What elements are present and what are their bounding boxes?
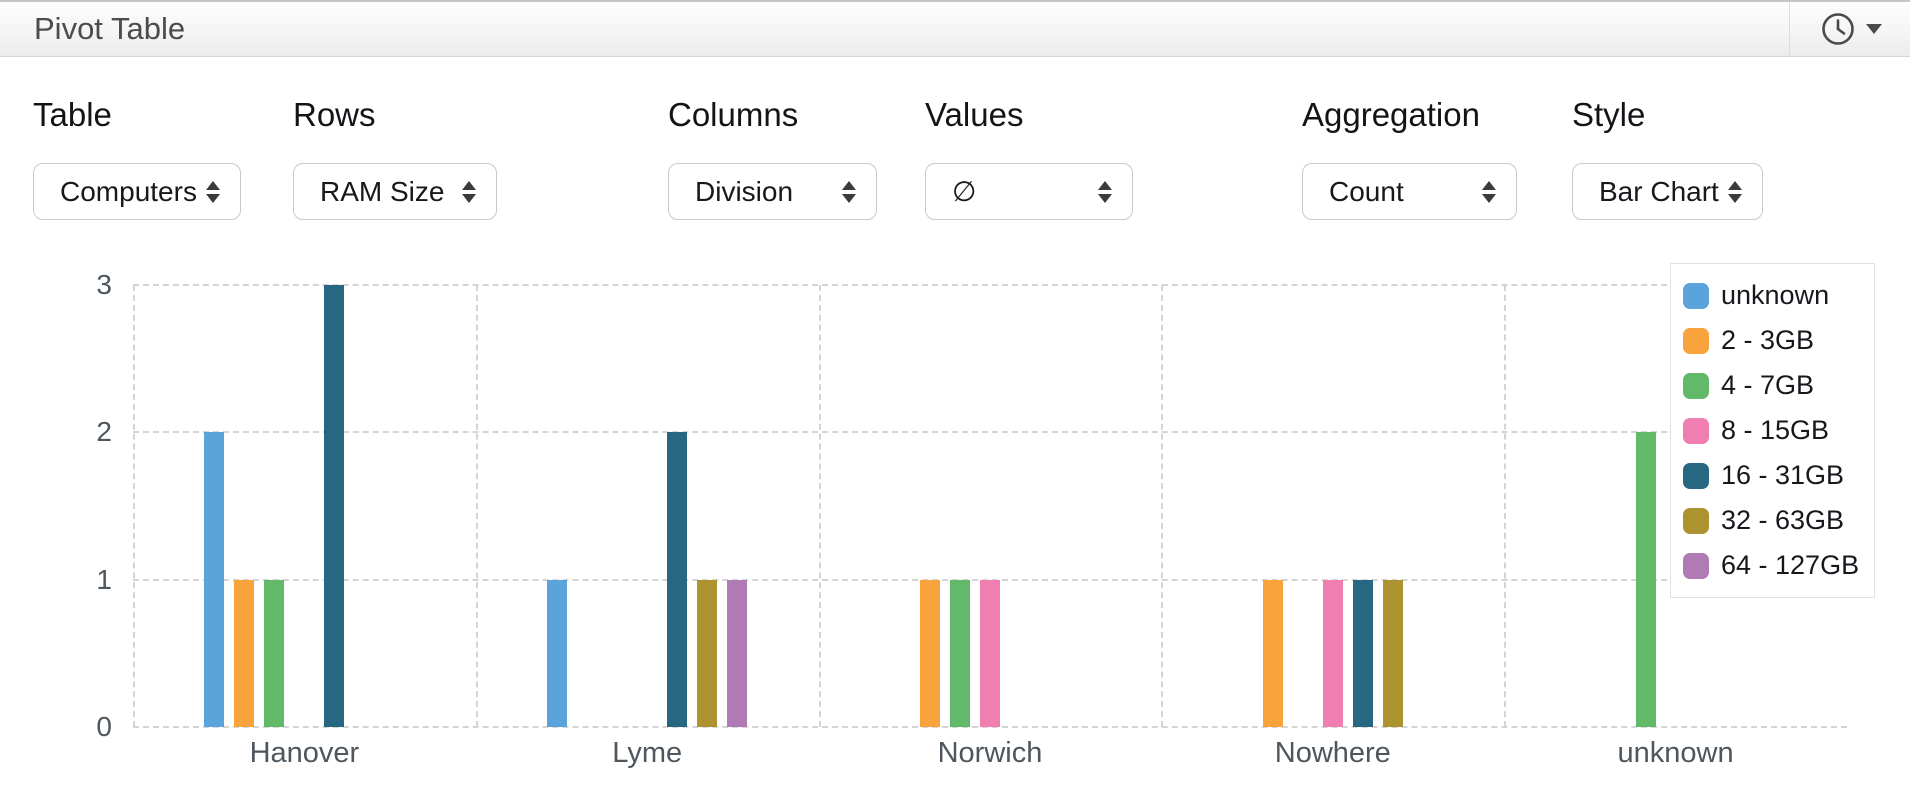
style-select-value: Bar Chart: [1599, 175, 1719, 207]
columns-select-value: Division: [695, 175, 794, 207]
bar-hanover-4-7gb[interactable]: [264, 579, 285, 727]
x-axis-label-hanover: Hanover: [249, 737, 360, 769]
aggregation-select[interactable]: Count: [1302, 163, 1517, 220]
legend-label: 64 - 127GB: [1721, 550, 1860, 580]
gridline-x-norwich: [818, 285, 821, 727]
table-select-value: Computers: [60, 175, 197, 207]
legend-item-unknown[interactable]: unknown: [1683, 273, 1862, 318]
y-axis-tick-0: 0: [96, 711, 112, 742]
bar-nowhere-16-31gb[interactable]: [1352, 579, 1373, 727]
chevron-down-icon: [1865, 24, 1882, 34]
legend-swatch-icon: [1683, 462, 1709, 489]
gridline-x-unknown: [1504, 285, 1507, 727]
columns-label: Columns: [668, 96, 799, 133]
legend-swatch-icon: [1683, 327, 1709, 354]
gridline-y-2: [133, 431, 1847, 434]
gridline-y-1: [133, 578, 1847, 581]
bar-lyme-unknown[interactable]: [547, 579, 568, 727]
control-columns: Columns Division: [668, 96, 877, 220]
control-values: Values ∅: [925, 96, 1133, 220]
aggregation-label: Aggregation: [1302, 96, 1480, 133]
values-select-value: ∅: [952, 176, 977, 207]
legend-swatch-icon: [1683, 372, 1709, 399]
legend-label: 4 - 7GB: [1721, 370, 1815, 400]
x-axis-label-norwich: Norwich: [937, 737, 1043, 769]
legend-label: 8 - 15GB: [1721, 415, 1830, 445]
bar-hanover-2-3gb[interactable]: [234, 579, 255, 727]
updown-arrows-icon: [1098, 180, 1112, 203]
bar-norwich-2-3gb[interactable]: [920, 579, 940, 727]
legend-swatch-icon: [1683, 282, 1709, 309]
rows-select[interactable]: RAM Size: [293, 163, 497, 220]
table-label: Table: [33, 96, 112, 133]
updown-arrows-icon: [1482, 180, 1496, 203]
updown-arrows-icon: [206, 180, 220, 203]
control-table: Table Computers: [33, 96, 241, 220]
legend-item-16-31gb[interactable]: 16 - 31GB: [1683, 453, 1862, 498]
updown-arrows-icon: [462, 180, 476, 203]
legend-label: 16 - 31GB: [1721, 460, 1845, 490]
legend-label: 2 - 3GB: [1721, 325, 1815, 355]
gridline-x-lyme: [475, 285, 478, 727]
x-axis-label-nowhere: Nowhere: [1274, 737, 1391, 769]
values-label: Values: [925, 96, 1024, 133]
aggregation-select-value: Count: [1329, 175, 1404, 207]
x-axis-label-unknown: unknown: [1617, 737, 1734, 769]
y-axis-tick-2: 2: [96, 416, 112, 448]
bar-norwich-4-7gb[interactable]: [950, 579, 970, 727]
bar-nowhere-2-3gb[interactable]: [1262, 579, 1283, 727]
bar-nowhere-8-15gb[interactable]: [1322, 579, 1343, 727]
bar-hanover-16-31gb[interactable]: [324, 285, 345, 727]
gridline-x-hanover: [133, 285, 135, 727]
bar-hanover-unknown[interactable]: [204, 432, 225, 727]
gridline-y-0: [133, 726, 1847, 728]
header: Pivot Table: [0, 0, 1910, 57]
bar-norwich-8-15gb[interactable]: [980, 579, 1000, 727]
style-select[interactable]: Bar Chart: [1572, 163, 1763, 220]
control-rows: Rows RAM Size: [293, 96, 497, 220]
legend-label: unknown: [1721, 280, 1830, 310]
gridline-x-nowhere: [1161, 285, 1164, 727]
y-axis-tick-1: 1: [96, 563, 112, 595]
legend-label: 32 - 63GB: [1721, 505, 1845, 535]
legend-item-64-127gb[interactable]: 64 - 127GB: [1683, 543, 1862, 588]
bar-chart: 0 1 2 3 Hanover Lyme Norwich Nowhere unknown un…: [0, 210, 1910, 804]
legend-swatch-icon: [1683, 552, 1709, 579]
legend-swatch-icon: [1683, 507, 1709, 534]
updown-arrows-icon: [1728, 180, 1742, 203]
values-select[interactable]: ∅: [925, 163, 1133, 220]
rows-label: Rows: [293, 96, 376, 133]
legend-item-4-7gb[interactable]: 4 - 7GB: [1683, 363, 1862, 408]
bar-lyme-32-63gb[interactable]: [697, 579, 718, 727]
table-select[interactable]: Computers: [33, 163, 241, 220]
legend-item-2-3gb[interactable]: 2 - 3GB: [1683, 318, 1862, 363]
bar-lyme-16-31gb[interactable]: [667, 432, 688, 727]
rows-select-value: RAM Size: [320, 175, 445, 207]
legend-swatch-icon: [1683, 417, 1709, 444]
gridline-y-3: [133, 284, 1847, 286]
bar-lyme-64-127gb[interactable]: [727, 579, 748, 727]
clock-icon: [1821, 13, 1854, 45]
control-style: Style Bar Chart: [1572, 96, 1763, 220]
columns-select[interactable]: Division: [668, 163, 877, 220]
x-axis-label-lyme: Lyme: [612, 737, 683, 769]
legend-item-8-15gb[interactable]: 8 - 15GB: [1683, 408, 1862, 453]
style-label: Style: [1572, 96, 1646, 133]
legend-item-32-63gb[interactable]: 32 - 63GB: [1683, 498, 1862, 543]
y-axis-tick-3: 3: [96, 269, 112, 300]
bar-nowhere-32-63gb[interactable]: [1382, 579, 1403, 727]
plot-area: [133, 284, 1847, 728]
chart-legend: unknown 2 - 3GB 4 - 7GB 8 - 15GB 16 - 31GB 32…: [1670, 263, 1875, 598]
bar-unknown-4-7gb[interactable]: [1635, 432, 1656, 727]
history-button[interactable]: [1789, 2, 1910, 56]
page-title: Pivot Table: [34, 11, 186, 46]
control-aggregation: Aggregation Count: [1302, 96, 1517, 220]
updown-arrows-icon: [842, 180, 856, 203]
